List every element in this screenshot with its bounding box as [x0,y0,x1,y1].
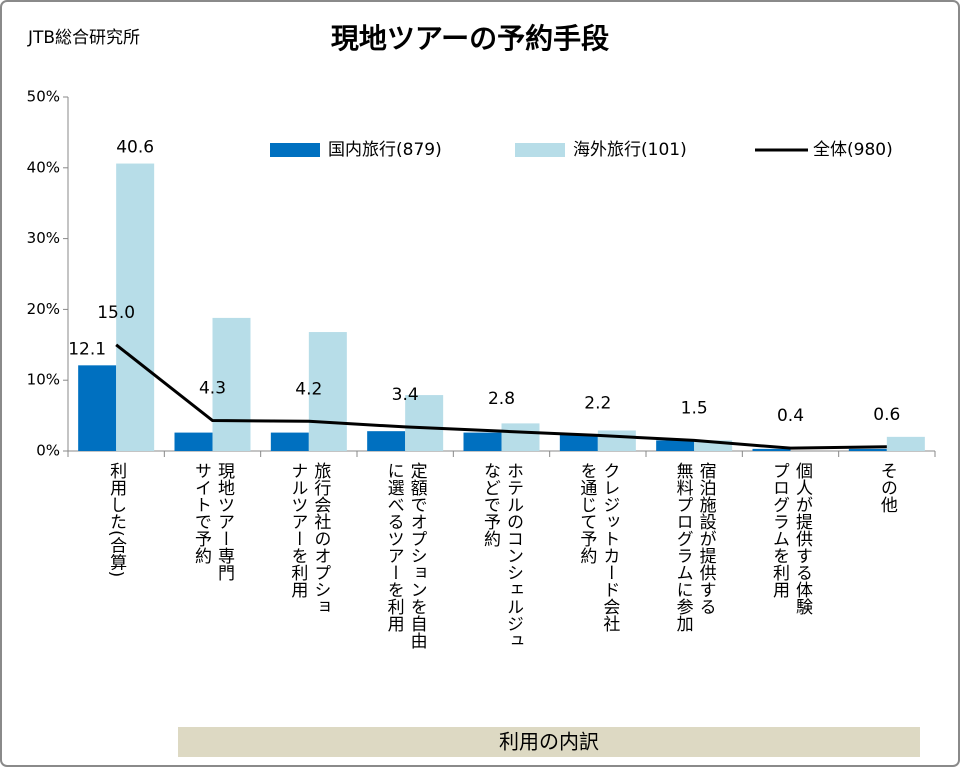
x-tick-label: を通じて予約 [576,462,597,565]
x-tick-label: ホテルのコンシェルジュ [503,462,523,649]
bar [886,436,925,451]
x-tick-label: クレジットカード会社 [599,462,620,632]
x-tick-label: などで予約 [480,462,501,548]
line [115,343,887,450]
x-tick-label: 現地ツアー専門 [214,462,235,582]
x-tick-label: ナルツアーを利用 [287,462,308,599]
bar [174,432,213,451]
x-tick-label: 旅行会社のオプショ [310,462,331,615]
line-value-label: 4.2 [295,379,322,399]
x-tick-label: 宿泊施設が提供する [696,462,717,615]
line-value-label: 1.5 [681,398,708,418]
line-value-label: 4.3 [199,379,226,399]
legend-swatch [515,143,565,157]
line-value-label: 15.0 [97,303,135,323]
bar [78,365,117,451]
x-tick-label: に選べるツアーを利用 [384,462,405,633]
chart-title: 現地ツアーの予約手段 [331,22,609,55]
bar [752,448,791,451]
bar [405,395,444,451]
x-tick-label: 利用した(合算) [106,462,127,577]
bar [212,317,251,451]
legend-label: 国内旅行(879) [328,140,442,160]
bar [308,332,347,451]
bar [463,432,502,451]
x-tick-label: 無料プログラムに参加 [673,462,694,632]
bar [848,448,887,451]
y-tick-label: 30% [27,229,60,247]
bar [116,163,155,451]
x-tick-label: 個人が提供する体験 [792,462,813,615]
group-banner [178,727,920,757]
x-tick-label: プログラムを利用 [769,462,790,599]
y-tick-label: 50% [27,88,60,106]
bar [656,440,695,451]
source: JTB総合研究所 [27,28,140,48]
line-value-label: 3.4 [392,385,419,405]
bar-value-label: 12.1 [68,339,106,359]
legend-swatch [270,143,320,157]
line-value-label: 0.4 [777,406,804,426]
y-tick-label: 0% [36,442,60,460]
legend-label: 海外旅行(101) [573,140,687,160]
bar [367,431,406,451]
bar [559,434,598,451]
x-tick-label: その他 [877,462,898,513]
bar [270,432,309,451]
line-value-label: 0.6 [873,405,900,425]
group-label: 利用の内訳 [499,730,599,754]
bar-value-label: 40.6 [116,138,154,158]
line-value-label: 2.8 [488,389,515,409]
x-tick-label: サイトで予約 [191,462,212,565]
y-tick-label: 10% [27,371,60,389]
legend-label: 全体(980) [813,140,893,160]
x-tick-label: 定額でオプションを自由 [407,462,428,649]
bar [597,430,636,451]
bar [501,423,540,451]
y-tick-label: 40% [27,158,60,176]
line-value-label: 2.2 [584,393,611,413]
bar [694,440,733,451]
y-tick-label: 20% [27,300,60,318]
